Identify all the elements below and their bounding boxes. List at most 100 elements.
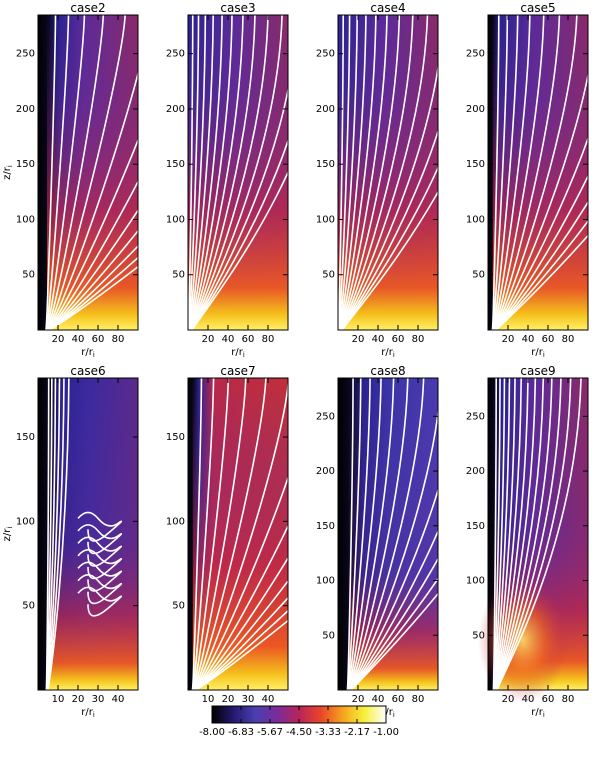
y-tick-label: 200 — [466, 104, 485, 115]
field-line — [340, 15, 429, 330]
x-tick-label: 20 — [502, 334, 515, 345]
field-line — [494, 200, 588, 330]
field-line — [193, 475, 288, 690]
field-line — [495, 234, 588, 330]
x-axis-label: r/ri — [81, 347, 95, 359]
x-tick-label: 40 — [72, 334, 85, 345]
field-line — [339, 15, 414, 330]
x-tick-label: 80 — [412, 694, 425, 705]
y-tick-label: 100 — [466, 214, 485, 225]
colorbar: -8.00 -6.83 -5.67 -4.50 -3.33 -2.17 -1.00 — [199, 705, 399, 738]
y-tick-label: 50 — [322, 630, 335, 641]
y-tick-label: 150 — [466, 159, 485, 170]
y-tick-label: 100 — [166, 516, 185, 527]
field-line — [77, 549, 123, 580]
y-tick-label: 200 — [316, 466, 335, 477]
field-line — [340, 128, 438, 330]
x-tick-label: 60 — [392, 694, 405, 705]
field-line — [192, 378, 267, 690]
x-tick-label: 40 — [522, 694, 535, 705]
y-tick-label: 250 — [466, 411, 485, 422]
x-tick-label: 40 — [222, 334, 235, 345]
x-axis-label: r/ri — [381, 707, 395, 719]
y-tick-label: 150 — [16, 432, 35, 443]
x-tick-label: 20 — [352, 334, 365, 345]
y-axis-label: z/ri — [2, 527, 14, 542]
x-tick-label: 20 — [222, 694, 235, 705]
panel-title: case6 — [70, 364, 105, 378]
field-line — [341, 190, 438, 330]
field-line — [188, 15, 207, 330]
y-tick-label: 150 — [16, 159, 35, 170]
field-line — [47, 208, 138, 330]
field-line — [493, 378, 506, 690]
field-lines — [188, 15, 288, 330]
x-tick-label: 30 — [92, 694, 105, 705]
field-line — [493, 71, 588, 330]
heatmap-hot-base — [348, 378, 438, 690]
field-line — [493, 15, 578, 330]
field-lines — [45, 378, 123, 690]
x-tick-label: 60 — [392, 334, 405, 345]
field-line — [189, 15, 244, 330]
field-line — [188, 15, 215, 330]
field-line — [494, 174, 588, 330]
field-line — [496, 378, 582, 690]
panel-title: case3 — [220, 1, 255, 15]
panel-title: case4 — [370, 1, 405, 15]
y-tick-label: 50 — [172, 270, 185, 281]
x-tick-label: 20 — [72, 694, 85, 705]
field-line — [346, 378, 362, 690]
field-line — [339, 15, 401, 330]
panel-case5: case5 20 40 60 80 50 100 150 200 250 r/ri — [466, 1, 589, 359]
x-tick-label: 40 — [372, 694, 385, 705]
panels: case2 20 40 60 80 50 100 150 200 250 r/ri z/ri case3… — [2, 1, 589, 719]
x-tick-label: 30 — [242, 694, 255, 705]
field-line — [491, 15, 500, 330]
field-line — [494, 136, 588, 330]
field-line — [190, 85, 288, 330]
heatmap-hot-base — [192, 378, 288, 690]
field-line — [349, 557, 438, 690]
y-tick-label: 100 — [316, 214, 335, 225]
panel-frame — [37, 377, 139, 691]
field-line — [48, 256, 138, 330]
heatmap-hot-base — [47, 378, 138, 690]
y-tick-label: 150 — [316, 159, 335, 170]
y-tick-label: 250 — [16, 49, 35, 60]
y-tick-label: 100 — [316, 576, 335, 587]
field-line — [77, 574, 123, 605]
panel-case3: case3 20 40 60 80 50 100 150 200 250 r/ri — [166, 1, 289, 359]
colorbar-tick-label: -4.50 — [286, 727, 312, 738]
y-tick-label: 150 — [166, 432, 185, 443]
field-line — [192, 378, 247, 690]
field-line — [47, 179, 138, 330]
panel-case2: case2 20 40 60 80 50 100 150 200 250 r/ri z/ri — [2, 1, 139, 359]
field-lines — [338, 15, 438, 330]
field-line — [77, 511, 123, 542]
field-line — [190, 15, 269, 330]
panel-frame — [187, 14, 289, 331]
x-tick-label: 60 — [242, 334, 255, 345]
field-line — [350, 592, 438, 690]
x-tick-label: 80 — [262, 334, 275, 345]
y-tick-label: 100 — [16, 214, 35, 225]
panel-case7: case71020304050100150r/ri — [166, 364, 289, 719]
field-lines — [45, 15, 138, 330]
y-tick-label: 50 — [322, 270, 335, 281]
field-line — [347, 378, 382, 690]
colorbar-tick-label: -5.67 — [257, 727, 283, 738]
field-line — [194, 596, 288, 690]
y-tick-label: 100 — [466, 576, 485, 587]
colorbar-tick-label: -2.17 — [344, 727, 370, 738]
field-line — [193, 378, 288, 690]
panel-frame — [337, 14, 439, 331]
field-line — [191, 138, 288, 330]
colorbar-tick-label: -3.33 — [315, 727, 341, 738]
x-tick-label: 40 — [262, 694, 275, 705]
panel-frame — [487, 14, 589, 331]
field-line — [338, 15, 351, 330]
heatmap-hot-base — [338, 15, 438, 330]
field-line — [195, 609, 288, 690]
